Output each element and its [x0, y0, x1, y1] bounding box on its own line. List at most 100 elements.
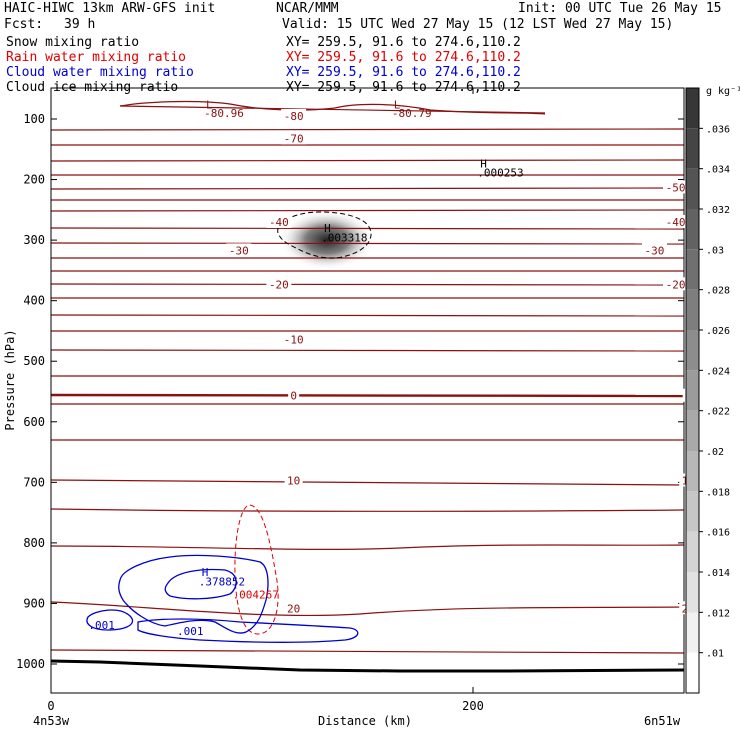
x-axis-label: Distance (km)	[318, 714, 412, 728]
colorbar-label: .034	[706, 165, 730, 176]
colorbar-label: .03	[706, 245, 724, 256]
colorbar-cell	[686, 491, 699, 532]
y-tick-label: 1000	[16, 657, 45, 671]
colorbar-cell	[686, 531, 699, 572]
extremum-annotation: .004267	[232, 589, 278, 602]
extremum-annotation: L	[394, 99, 401, 112]
field-xy-snow: XY= 259.5, 91.6 to 274.6,110.2	[286, 35, 521, 50]
temperature-contour-label: 10	[287, 475, 300, 488]
y-tick-label: 700	[23, 475, 45, 489]
colorbar-unit: g kg⁻¹	[706, 86, 740, 97]
y-tick-label: 900	[23, 596, 45, 610]
extrema-annotations: L-80.96L-80.79H.000253H.003318H.378852.0…	[88, 99, 523, 638]
colorbar-label: .024	[706, 366, 730, 377]
temperature-contour-label: 20	[287, 602, 300, 615]
y-tick-label: 500	[23, 354, 45, 368]
chart-title: HAIC-HIWC 13km ARW-GFS init	[4, 1, 216, 16]
cloud-ice-maximum-shading	[279, 210, 375, 270]
cloud-water-contours	[86, 554, 359, 643]
field-name-rain: Rain water mixing ratio	[6, 50, 187, 65]
extremum-annotation: -80.79	[392, 107, 432, 120]
contour-labels: -80-70-50-40-40-30-30-20-20-100010102020	[226, 108, 698, 615]
y-tick-label: 200	[23, 173, 45, 187]
temperature-contour-label: -30	[645, 244, 665, 257]
extremum-annotation: H	[202, 566, 209, 579]
y-tick-label: 400	[23, 294, 45, 308]
temperature-contour-label: 0	[290, 390, 297, 403]
field-name-snow: Snow mixing ratio	[6, 35, 140, 50]
colorbar-cell	[686, 451, 699, 492]
y-tick-label: 300	[23, 233, 45, 247]
colorbar-label: .01	[706, 649, 724, 660]
colorbar-label: .032	[706, 205, 730, 216]
colorbar-label: .036	[706, 124, 730, 135]
colorbar-cell	[686, 410, 699, 451]
extremum-annotation: .001	[177, 625, 204, 638]
contour-label-bg	[284, 473, 303, 487]
temperature-contour-label: -40	[666, 216, 686, 229]
colorbar-label: .016	[706, 528, 730, 539]
colorbar-cell	[686, 128, 699, 169]
colorbar-cell	[686, 289, 699, 330]
terrain-surface	[51, 659, 684, 673]
colorbar-label: .028	[706, 286, 730, 297]
temperature-contour-label: -70	[284, 132, 304, 145]
temperature-contour-label: -10	[284, 333, 304, 346]
x-start-label: 4n53w	[33, 714, 70, 728]
extremum-annotation: -80.96	[204, 107, 244, 120]
y-tick-label: 100	[23, 112, 45, 126]
colorbar-label: .018	[706, 487, 730, 498]
extremum-annotation: H	[324, 222, 331, 235]
temperature-contour-label: -40	[269, 216, 289, 229]
extremum-annotation: .000253	[477, 167, 523, 180]
org-label: NCAR/MMM	[276, 1, 339, 16]
y-tick-label: 600	[23, 415, 45, 429]
zero-degree-isotherm	[51, 393, 684, 398]
colorbar-cell	[686, 88, 699, 129]
temperature-contour-label: -80	[284, 110, 304, 123]
colorbar-cell	[686, 612, 699, 653]
field-xy-rain: XY= 259.5, 91.6 to 274.6,110.2	[286, 50, 521, 65]
contour-label-bg	[281, 332, 307, 346]
valid-time: Valid: 15 UTC Wed 27 May 15 (12 LST Wed …	[282, 17, 674, 32]
temperature-contour-label: -20	[666, 278, 686, 291]
colorbar-cell	[686, 652, 699, 693]
snow-contour	[277, 211, 372, 259]
init-time: Init: 00 UTC Tue 26 May 15	[518, 1, 722, 16]
colorbar-cell	[686, 330, 699, 371]
colorbar-cell	[686, 370, 699, 411]
x-axis: 0 200	[47, 88, 484, 713]
temperature-contours	[51, 105, 684, 654]
temperature-contour-label: -20	[269, 278, 289, 291]
extremum-annotation: .003318	[321, 231, 367, 244]
contour-label-bg	[281, 131, 307, 145]
colorbar-label: .026	[706, 326, 730, 337]
colorbar-cell	[686, 572, 699, 613]
temperature-contour-label: -50	[666, 181, 686, 194]
extremum-annotation: .378852	[199, 575, 245, 588]
contour-label-bg	[663, 180, 689, 194]
plot-frame	[50, 87, 685, 694]
contour-label-bg	[663, 277, 689, 291]
x-end-label: 6n51w	[644, 714, 681, 728]
contour-label-bg	[226, 243, 252, 257]
extremum-annotation: .001	[88, 619, 115, 632]
y-tick-label: 800	[23, 536, 45, 550]
upper-level-lows	[119, 100, 546, 115]
colorbar-label: .022	[706, 407, 730, 418]
contour-label-bg	[281, 108, 307, 122]
contour-label-bg	[288, 388, 300, 402]
contour-label-bg	[266, 214, 292, 228]
x-tick-label: 200	[462, 699, 484, 713]
contour-label-bg	[641, 243, 667, 257]
fcst-label: Fcst:	[4, 17, 44, 32]
y-axis-label: Pressure (hPa)	[3, 329, 17, 430]
x-tick-label: 0	[47, 699, 54, 713]
contour-label-bg	[663, 214, 689, 228]
colorbar-cell	[686, 168, 699, 209]
colorbar-label: .014	[706, 568, 730, 579]
fcst-value: 39 h	[64, 17, 96, 32]
field-xy-cloudwater: XY= 259.5, 91.6 to 274.6,110.2	[286, 65, 521, 80]
